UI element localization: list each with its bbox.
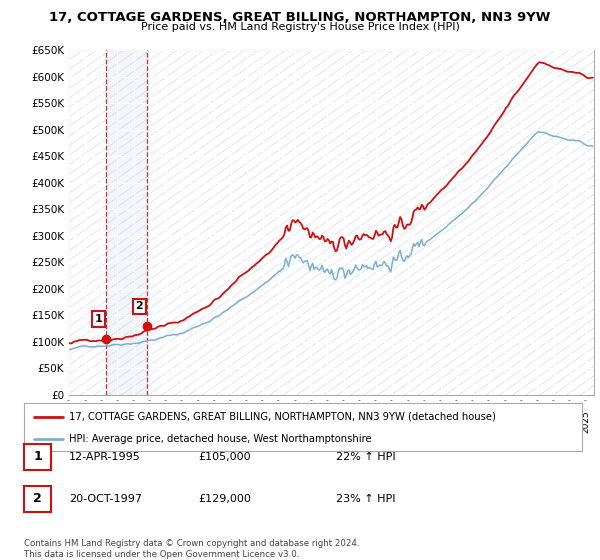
Text: 1996: 1996	[113, 410, 122, 433]
Text: £129,000: £129,000	[198, 494, 251, 504]
Text: 2017: 2017	[452, 410, 461, 433]
Text: 1994: 1994	[80, 410, 89, 433]
Text: 17, COTTAGE GARDENS, GREAT BILLING, NORTHAMPTON, NN3 9YW (detached house): 17, COTTAGE GARDENS, GREAT BILLING, NORT…	[68, 412, 496, 422]
Text: 2009: 2009	[323, 410, 332, 433]
Text: 2015: 2015	[420, 410, 429, 433]
Text: 2001: 2001	[194, 410, 203, 433]
Bar	[106, 50, 146, 395]
Text: 1993: 1993	[64, 410, 73, 433]
Text: 2014: 2014	[404, 410, 413, 433]
Text: 2000: 2000	[178, 410, 187, 433]
Text: 2002: 2002	[210, 410, 219, 433]
Text: 1999: 1999	[161, 410, 170, 433]
Text: Price paid vs. HM Land Registry's House Price Index (HPI): Price paid vs. HM Land Registry's House …	[140, 22, 460, 32]
Text: 17, COTTAGE GARDENS, GREAT BILLING, NORTHAMPTON, NN3 9YW: 17, COTTAGE GARDENS, GREAT BILLING, NORT…	[49, 11, 551, 24]
Text: HPI: Average price, detached house, West Northamptonshire: HPI: Average price, detached house, West…	[68, 434, 371, 444]
Text: 2020: 2020	[500, 410, 509, 433]
Text: 1998: 1998	[145, 410, 154, 433]
Text: 2010: 2010	[339, 410, 348, 433]
Text: 2: 2	[136, 301, 143, 311]
Text: 2007: 2007	[290, 410, 299, 433]
Text: 12-APR-1995: 12-APR-1995	[69, 452, 141, 462]
Text: 2018: 2018	[469, 410, 478, 433]
Text: 2008: 2008	[307, 410, 316, 433]
Text: 2021: 2021	[517, 410, 526, 433]
Text: 2: 2	[33, 492, 42, 506]
Text: 2025: 2025	[581, 410, 590, 433]
Text: 2003: 2003	[226, 410, 235, 433]
Text: 2012: 2012	[371, 410, 380, 433]
Text: 2016: 2016	[436, 410, 445, 433]
Text: 22% ↑ HPI: 22% ↑ HPI	[336, 452, 395, 462]
Text: 2006: 2006	[274, 410, 283, 433]
Text: 20-OCT-1997: 20-OCT-1997	[69, 494, 142, 504]
Text: 1997: 1997	[129, 410, 138, 433]
Text: 2005: 2005	[259, 410, 268, 433]
Text: 23% ↑ HPI: 23% ↑ HPI	[336, 494, 395, 504]
Text: 2013: 2013	[388, 410, 397, 433]
Text: £105,000: £105,000	[198, 452, 251, 462]
Text: 1995: 1995	[97, 410, 106, 433]
Text: 2024: 2024	[565, 410, 574, 433]
Text: 2004: 2004	[242, 410, 251, 433]
Text: 1: 1	[33, 450, 42, 464]
Text: 2011: 2011	[355, 410, 364, 433]
Text: 2022: 2022	[533, 410, 542, 433]
Text: Contains HM Land Registry data © Crown copyright and database right 2024.
This d: Contains HM Land Registry data © Crown c…	[24, 539, 359, 559]
Text: 2023: 2023	[549, 410, 558, 433]
Text: 1: 1	[95, 314, 103, 324]
Text: 2019: 2019	[484, 410, 493, 433]
